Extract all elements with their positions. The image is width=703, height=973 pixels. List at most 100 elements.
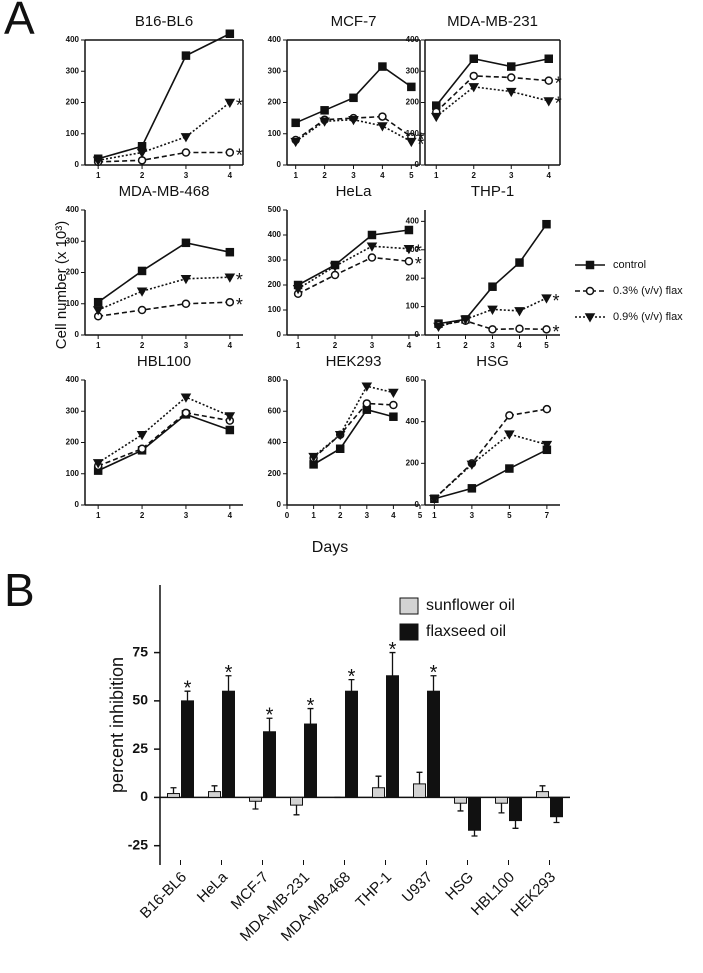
y-tick-label: 0 xyxy=(415,330,420,339)
marker xyxy=(225,29,235,38)
x-tick-label: 5 xyxy=(418,511,423,520)
y-tick-label: 0 xyxy=(277,160,282,169)
x-tick-label: 3 xyxy=(184,341,189,350)
marker xyxy=(329,262,341,272)
marker xyxy=(378,62,387,71)
x-tick-label: 2 xyxy=(338,511,343,520)
y-tick-label: 0 xyxy=(415,160,420,169)
marker xyxy=(488,325,497,334)
error-bar xyxy=(266,717,273,732)
legend-label: sunflower oil xyxy=(426,597,515,614)
y-tick-label: 800 xyxy=(268,375,282,384)
chart-title: B16-BL6 xyxy=(135,13,193,30)
marker xyxy=(505,464,514,473)
marker xyxy=(469,54,478,63)
marker xyxy=(429,495,440,505)
y-tick-label: 0 xyxy=(140,788,148,804)
y-tick-label: 200 xyxy=(268,469,282,478)
x-tick-label: 2 xyxy=(140,171,145,180)
error-bar xyxy=(539,785,546,792)
bar xyxy=(427,690,440,798)
error-bar xyxy=(512,820,519,829)
chart-title: HSG xyxy=(476,353,509,370)
annotation: * xyxy=(553,291,560,311)
marker xyxy=(544,76,553,85)
y-tick-label: 200 xyxy=(268,280,282,289)
annotation: * xyxy=(236,270,243,290)
bar xyxy=(181,700,194,798)
legend-marker xyxy=(585,286,595,296)
annotation: * xyxy=(236,145,243,165)
marker xyxy=(224,273,236,283)
y-tick-label: 75 xyxy=(132,643,148,659)
marker xyxy=(319,117,330,127)
marker xyxy=(541,440,553,451)
error-bar xyxy=(430,675,437,692)
x-tick-label: 1 xyxy=(96,511,101,520)
marker xyxy=(136,287,148,297)
x-tick-label: HSG xyxy=(442,869,477,904)
x-tick-label: 3 xyxy=(184,511,189,520)
line xyxy=(313,385,394,458)
chart-title: MCF-7 xyxy=(331,13,377,30)
x-tick-label: HeLa xyxy=(194,868,232,906)
bar xyxy=(208,791,221,798)
line xyxy=(313,408,394,466)
marker xyxy=(349,93,358,103)
bar xyxy=(509,796,522,822)
annotation: * xyxy=(555,73,562,93)
x-tick-label: 1 xyxy=(434,171,439,180)
marker xyxy=(542,404,552,414)
x-tick-label: 4 xyxy=(228,511,233,520)
marker xyxy=(225,297,235,307)
y-tick-label: 100 xyxy=(268,305,282,314)
y-tick-label: 0 xyxy=(277,500,282,509)
y-tick-label: 400 xyxy=(406,417,420,426)
line xyxy=(97,33,231,160)
chart-title: HBL100 xyxy=(137,353,191,370)
x-tick-label: 4 xyxy=(391,511,396,520)
x-tick-label: 4 xyxy=(228,171,233,180)
x-tick-label: 1 xyxy=(311,511,316,520)
line xyxy=(433,408,548,500)
chart-title: THP-1 xyxy=(471,183,514,200)
marker xyxy=(404,225,414,235)
marker xyxy=(468,83,480,93)
marker xyxy=(507,73,516,82)
line xyxy=(297,229,410,286)
annotation: * xyxy=(225,662,233,684)
x-tick-label: 4 xyxy=(547,171,552,180)
x-tick-label: HEK293 xyxy=(508,869,560,921)
marker xyxy=(181,238,191,248)
error-bar xyxy=(211,785,218,792)
panel-label: B xyxy=(4,564,35,616)
y-tick-label: 0 xyxy=(277,330,282,339)
y-tick-label: 200 xyxy=(66,438,80,447)
marker xyxy=(137,444,147,453)
marker xyxy=(377,122,388,132)
error-bar xyxy=(252,801,259,810)
marker xyxy=(541,294,552,304)
y-tick-label: 400 xyxy=(406,216,420,225)
x-tick-label: 4 xyxy=(517,341,522,350)
y-tick-label: 100 xyxy=(66,299,80,308)
marker xyxy=(181,299,191,308)
line xyxy=(297,256,409,295)
marker xyxy=(388,388,399,399)
marker xyxy=(292,285,304,295)
marker xyxy=(224,98,236,109)
marker xyxy=(136,430,148,441)
y-tick-label: 300 xyxy=(406,66,420,75)
error-bar xyxy=(170,787,177,794)
annotation: * xyxy=(389,639,397,661)
x-tick-label: 3 xyxy=(184,171,189,180)
marker xyxy=(320,106,329,115)
x-tick-label: 0 xyxy=(285,511,290,520)
y-tick-label: 600 xyxy=(268,406,282,415)
marker xyxy=(348,115,359,126)
y-tick-label: 600 xyxy=(406,375,420,384)
x-tick-label: 1 xyxy=(432,511,437,520)
marker xyxy=(467,484,477,493)
marker xyxy=(407,82,416,92)
line xyxy=(98,151,230,163)
